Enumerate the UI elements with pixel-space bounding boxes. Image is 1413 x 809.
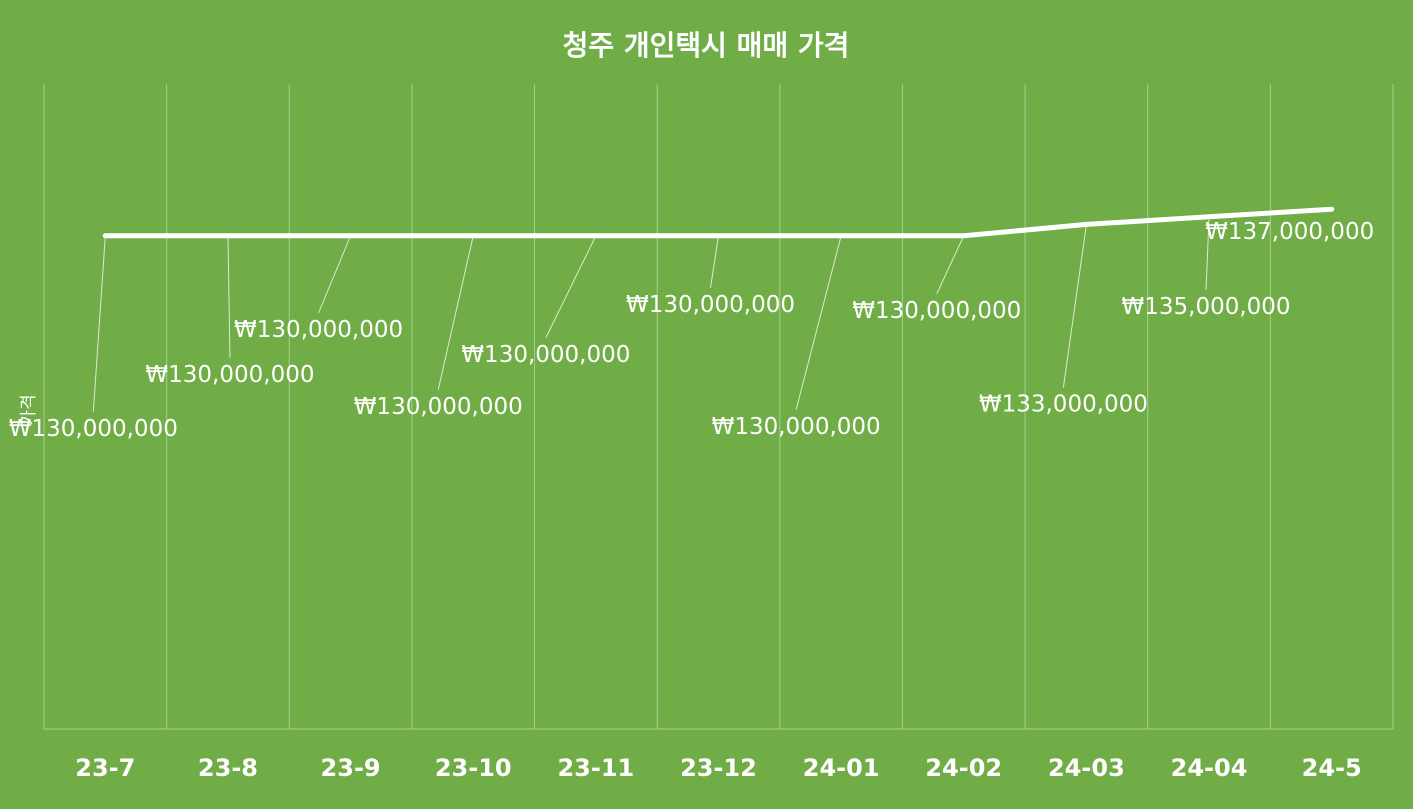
data-label-leader — [92, 235, 106, 412]
x-tick-label: 23-12 — [680, 754, 757, 782]
x-tick-label: 23-9 — [321, 754, 381, 782]
gridlines — [43, 84, 1394, 730]
data-label: ₩130,000,000 — [852, 298, 1021, 324]
data-label-leader — [227, 235, 231, 358]
data-label: ₩135,000,000 — [1122, 294, 1291, 320]
x-tick-label: 23-8 — [198, 754, 258, 782]
x-tick-label: 24-5 — [1302, 754, 1362, 782]
data-label: ₩130,000,000 — [145, 362, 314, 388]
data-label: ₩133,000,000 — [979, 391, 1148, 417]
data-label: ₩137,000,000 — [1205, 219, 1374, 245]
data-label: ₩130,000,000 — [9, 416, 178, 442]
data-label-leader — [795, 235, 842, 410]
x-tick-label: 24-02 — [925, 754, 1002, 782]
y-axis-label: 가격 — [19, 394, 39, 425]
data-label: ₩130,000,000 — [234, 317, 403, 343]
chart-title: 청주 개인택시 매매 가격 — [563, 29, 850, 62]
x-tick-label: 23-10 — [435, 754, 512, 782]
data-label-leader — [710, 235, 719, 288]
x-tick-label: 24-01 — [803, 754, 880, 782]
x-tick-label: 24-04 — [1171, 754, 1248, 782]
data-label-leader — [437, 235, 474, 390]
data-labels: ₩130,000,000 ₩130,000,000 ₩130,000,000 ₩130… — [9, 219, 1374, 442]
data-label-leaders — [92, 216, 1210, 412]
series-line — [102, 206, 1335, 239]
x-tick-label: 23-7 — [75, 754, 135, 782]
x-tick-label: 24-03 — [1048, 754, 1125, 782]
x-axis-ticks: 23-7 23-8 23-9 23-10 23-11 23-12 24-01 24-02 24-… — [75, 754, 1361, 782]
data-label: ₩130,000,000 — [626, 292, 795, 318]
data-label-leader — [936, 235, 965, 294]
data-label-leader — [1205, 216, 1210, 290]
data-label: ₩130,000,000 — [461, 342, 630, 368]
x-tick-label: 23-11 — [557, 754, 634, 782]
data-label-leader — [318, 235, 352, 313]
data-label: ₩130,000,000 — [354, 394, 523, 420]
data-label-leader — [545, 235, 597, 338]
data-label: ₩130,000,000 — [712, 414, 881, 440]
data-label-leader — [1062, 224, 1087, 388]
